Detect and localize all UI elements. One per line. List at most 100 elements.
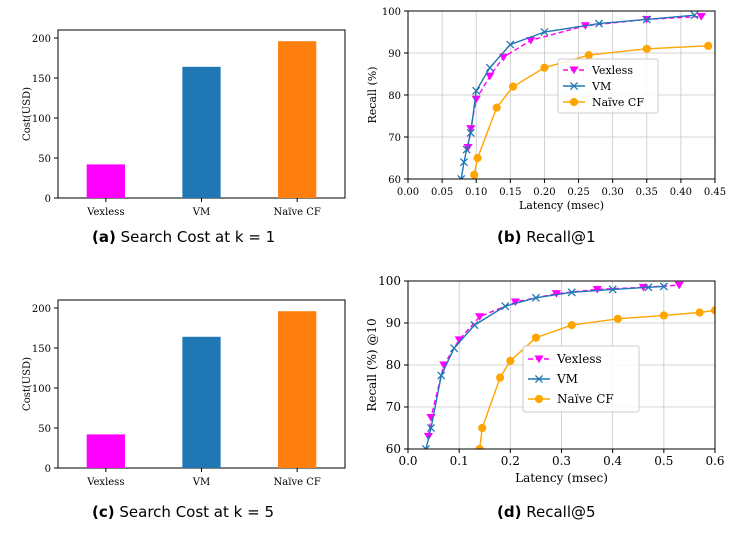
plot-frame bbox=[407, 10, 716, 180]
data-point bbox=[462, 145, 471, 154]
series-line-navecf bbox=[473, 45, 709, 175]
data-point bbox=[439, 361, 449, 370]
x-tick-label: 0.30 bbox=[602, 187, 624, 198]
data-point bbox=[471, 95, 481, 104]
y-tick-label: 70 bbox=[388, 133, 401, 144]
bar-vexless bbox=[86, 434, 125, 468]
legend-box bbox=[557, 58, 659, 114]
data-point bbox=[496, 373, 505, 382]
x-tick-label: 0.5 bbox=[654, 454, 673, 468]
data-point bbox=[449, 344, 459, 353]
x-tick-label: 0.25 bbox=[567, 187, 589, 198]
legend-label: VM bbox=[556, 372, 578, 386]
bar-vm bbox=[182, 336, 221, 468]
legend: Vexless VM Naïve CF bbox=[522, 345, 640, 413]
legend-label: Naïve CF bbox=[592, 96, 644, 109]
data-point bbox=[551, 290, 561, 298]
y-tick-label: 200 bbox=[32, 34, 51, 45]
series-line-navecf bbox=[478, 309, 715, 449]
legend-label: Vexless bbox=[556, 352, 602, 366]
y-tick-label: 200 bbox=[32, 304, 51, 315]
data-point bbox=[426, 423, 436, 433]
data-point bbox=[674, 281, 684, 290]
plot-area bbox=[457, 11, 713, 179]
data-point bbox=[608, 285, 617, 294]
x-tick-label: 0.6 bbox=[705, 454, 724, 468]
x-tick-label: VM bbox=[192, 477, 210, 488]
data-point bbox=[613, 314, 622, 323]
bar-navecf bbox=[278, 311, 317, 468]
data-point bbox=[454, 336, 464, 344]
bar-vm bbox=[182, 66, 221, 198]
y-tick-label: 100 bbox=[32, 384, 51, 395]
line-chart-recall-1: 0.00 0.05 0.10 0.15 0.20 0.25 0.30 0.35 0.40 0.45… bbox=[366, 7, 726, 212]
data-point bbox=[421, 444, 430, 449]
data-point bbox=[569, 81, 579, 91]
data-point bbox=[473, 153, 482, 163]
data-point bbox=[531, 293, 540, 302]
data-point bbox=[472, 86, 481, 95]
legend-label: Naïve CF bbox=[557, 392, 614, 406]
x-tick-label: 0.10 bbox=[465, 187, 487, 198]
data-point bbox=[696, 13, 706, 21]
caption-d: (d) Recall@5 bbox=[497, 503, 596, 521]
data-point bbox=[592, 285, 602, 294]
y-tick-label: 80 bbox=[388, 91, 401, 102]
line-chart-recall-5: 0.0 0.1 0.2 0.3 0.4 0.5 0.6 60 70 80 90 100 Latency … bbox=[365, 274, 725, 485]
x-tick-label: 0.3 bbox=[552, 454, 571, 468]
caption-d-text: Recall@5 bbox=[526, 503, 596, 521]
data-point bbox=[642, 15, 651, 24]
legend-label: Vexless bbox=[591, 64, 633, 77]
data-point bbox=[478, 423, 487, 433]
y-tick-label: 70 bbox=[386, 400, 401, 414]
x-tick-label: VM bbox=[192, 207, 210, 218]
plot-area bbox=[421, 281, 715, 449]
data-point bbox=[506, 40, 515, 49]
x-axis-label: Latency (msec) bbox=[515, 471, 608, 485]
y-tick-label: 0 bbox=[45, 194, 51, 205]
data-point bbox=[644, 283, 653, 292]
legend-box bbox=[522, 345, 640, 413]
data-point bbox=[501, 302, 510, 311]
data-point bbox=[540, 63, 549, 72]
caption-b-tag: (b) bbox=[497, 228, 522, 246]
bar-chart-cost-k5: 0 50 100 150 200 Vexless VM Naïve CF Cost(USD) bbox=[22, 299, 346, 488]
data-point bbox=[534, 355, 544, 364]
y-axis-label: Recall (%) bbox=[366, 66, 379, 123]
bar-chart-cost-k1: 0 50 100 150 200 Vexless VM Naïve CF Cost(USD) bbox=[22, 29, 346, 218]
data-point bbox=[485, 72, 495, 81]
caption-b: (b) Recall@1 bbox=[497, 228, 596, 246]
data-point bbox=[569, 66, 579, 75]
data-point bbox=[510, 298, 521, 307]
caption-c: (c) Search Cost at k = 5 bbox=[92, 503, 274, 521]
x-tick-label: 0.05 bbox=[431, 187, 453, 198]
x-tick-label: Vexless bbox=[86, 477, 124, 488]
caption-a-tag: (a) bbox=[92, 228, 116, 246]
data-point bbox=[475, 313, 485, 321]
x-tick-label: Naïve CF bbox=[274, 207, 321, 218]
y-tick-label: 80 bbox=[386, 358, 401, 372]
caption-d-tag: (d) bbox=[497, 503, 522, 521]
data-point bbox=[506, 356, 515, 365]
y-axis-label: Recall (%) @10 bbox=[365, 318, 379, 411]
y-axis-label: Cost(USD) bbox=[22, 357, 33, 411]
bar-vexless bbox=[86, 164, 125, 198]
plot-frame bbox=[407, 280, 716, 450]
data-point bbox=[426, 414, 436, 422]
data-point bbox=[437, 371, 446, 380]
y-tick-label: 60 bbox=[386, 442, 401, 456]
y-axis-label: Cost(USD) bbox=[22, 87, 33, 141]
data-point bbox=[534, 394, 544, 404]
data-point bbox=[534, 374, 544, 384]
data-point bbox=[492, 103, 501, 112]
x-tick-label: Naïve CF bbox=[274, 477, 321, 488]
data-point bbox=[569, 97, 579, 107]
data-point bbox=[540, 27, 549, 37]
data-point bbox=[584, 51, 593, 60]
data-point bbox=[526, 36, 536, 45]
x-tick-label: 0.2 bbox=[501, 454, 520, 468]
data-point bbox=[659, 282, 668, 291]
legend: Vexless VM Naïve CF bbox=[557, 58, 659, 114]
x-tick-label: 0.15 bbox=[499, 187, 521, 198]
x-axis-label: Latency (msec) bbox=[519, 199, 604, 212]
